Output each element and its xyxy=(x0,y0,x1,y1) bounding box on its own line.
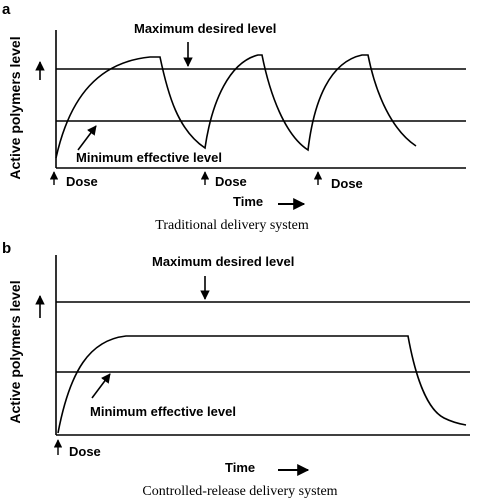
min-level-pointer-b xyxy=(91,373,111,399)
y-axis-label-b: Active polymers level xyxy=(7,280,23,423)
concentration-curve-b xyxy=(57,335,467,434)
panel-b: b Active polymers level Maximum desired … xyxy=(2,240,470,499)
panel-letter-a: a xyxy=(2,1,11,18)
concentration-curve-a xyxy=(55,54,417,159)
panel-letter-b: b xyxy=(2,240,11,257)
min-level-label-b: Minimum effective level xyxy=(90,404,236,419)
max-level-label-b: Maximum desired level xyxy=(152,254,294,269)
min-level-label-a: Minimum effective level xyxy=(76,150,222,165)
dose-label-b: Dose xyxy=(69,444,101,459)
time-label-a: Time xyxy=(233,194,263,209)
caption-a: Traditional delivery system xyxy=(155,218,309,233)
panel-a: a Active polymers level Maximum desired … xyxy=(2,1,466,233)
dose-label-a-1: Dose xyxy=(66,174,98,189)
dose-label-a-2: Dose xyxy=(215,174,247,189)
min-level-pointer-a xyxy=(77,125,97,151)
dose-label-a-3: Dose xyxy=(331,176,363,191)
y-axis-label-a: Active polymers level xyxy=(7,36,23,179)
caption-b: Controlled-release delivery system xyxy=(142,484,337,499)
time-label-b: Time xyxy=(225,460,255,475)
max-level-label-a: Maximum desired level xyxy=(134,21,276,36)
